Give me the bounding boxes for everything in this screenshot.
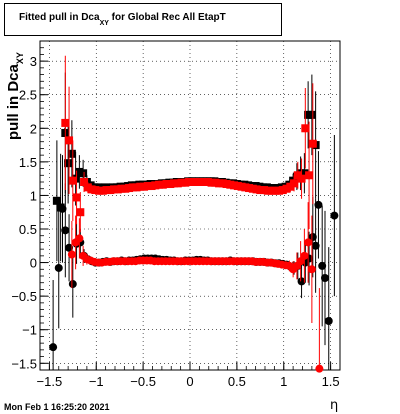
data-point-circle — [318, 261, 327, 270]
y-tick-label: −1 — [22, 323, 37, 338]
data-point-square — [72, 193, 81, 202]
data-point-square — [290, 179, 299, 188]
data-point-square — [65, 136, 74, 145]
y-tick-label: 2.5 — [19, 88, 37, 103]
y-tick-label: 0.5 — [19, 222, 37, 237]
data-point-square — [67, 149, 76, 158]
data-point-square — [308, 139, 317, 148]
y-axis-label: pull in DcaXY — [5, 52, 25, 140]
data-point-square — [68, 176, 77, 185]
x-tick-label: −0.5 — [130, 374, 156, 389]
data-point-square — [297, 174, 306, 183]
data-point-circle — [308, 233, 317, 242]
data-point-circle — [321, 274, 329, 283]
series-0 — [52, 72, 320, 262]
series-3 — [67, 202, 324, 373]
data-point-circle — [324, 316, 333, 325]
y-tick-label: −1.5 — [11, 356, 37, 371]
data-point-circle — [54, 263, 63, 272]
y-tick-label: 1 — [30, 188, 37, 203]
data-point-circle — [58, 204, 67, 213]
data-point-square — [80, 178, 89, 186]
data-point-circle — [67, 250, 76, 259]
data-point-circle — [314, 200, 323, 209]
series-1 — [49, 135, 339, 370]
data-point-square — [79, 169, 88, 178]
data-point-square — [307, 110, 316, 119]
timestamp: Mon Feb 1 16:25:20 2021 — [4, 402, 110, 412]
y-tick-label: 1.5 — [19, 155, 37, 170]
y-axis-label-subscript: XY — [15, 52, 25, 65]
x-tick-label: 0.5 — [228, 374, 246, 389]
y-tick-label: 3 — [30, 54, 37, 69]
data-point-square — [64, 159, 73, 168]
data-point-circle — [315, 364, 324, 373]
data-point-circle — [330, 211, 339, 220]
data-point-square — [52, 196, 61, 205]
axes: −1.5 −1 −0.5 0 0.5 1 1.5 −1.5 −1 −0.5 0 0.5 1 1.5 2 2.5… — [11, 40, 341, 389]
data-point-circle — [75, 234, 84, 243]
data-point-square — [300, 169, 309, 178]
data-marks — [49, 55, 339, 373]
data-point-circle — [68, 280, 77, 289]
grid-lines — [40, 41, 340, 370]
data-point-circle — [297, 277, 306, 286]
data-point-square — [76, 208, 85, 217]
y-tick-label: 0 — [30, 256, 37, 271]
y-tick-label: −0.5 — [11, 289, 37, 304]
x-tick-label: −1.5 — [37, 374, 63, 389]
x-tick-label: 1.5 — [322, 374, 340, 389]
data-point-circle — [311, 241, 320, 250]
data-point-circle — [304, 238, 313, 247]
series-2 — [61, 55, 317, 233]
data-point-circle — [307, 265, 316, 274]
x-axis-label: η — [330, 398, 339, 413]
data-point-circle — [49, 343, 58, 352]
title-box: Fitted pull in DcaXY for Global Rec All … — [4, 3, 282, 36]
x-tick-label: −1 — [89, 374, 104, 389]
title-subscript: XY — [99, 20, 109, 27]
data-point-square — [301, 124, 310, 133]
x-tick-label: 0 — [186, 374, 193, 389]
x-tick-label: 1 — [280, 374, 287, 389]
data-point-square — [305, 171, 314, 180]
data-point-circle — [61, 226, 70, 235]
chart-title: Fitted pull in DcaXY for Global Rec All … — [19, 12, 226, 27]
data-point-circle — [65, 243, 74, 252]
data-point-square — [61, 118, 70, 127]
data-point-circle — [300, 251, 309, 260]
y-tick-label: 2 — [30, 121, 37, 136]
